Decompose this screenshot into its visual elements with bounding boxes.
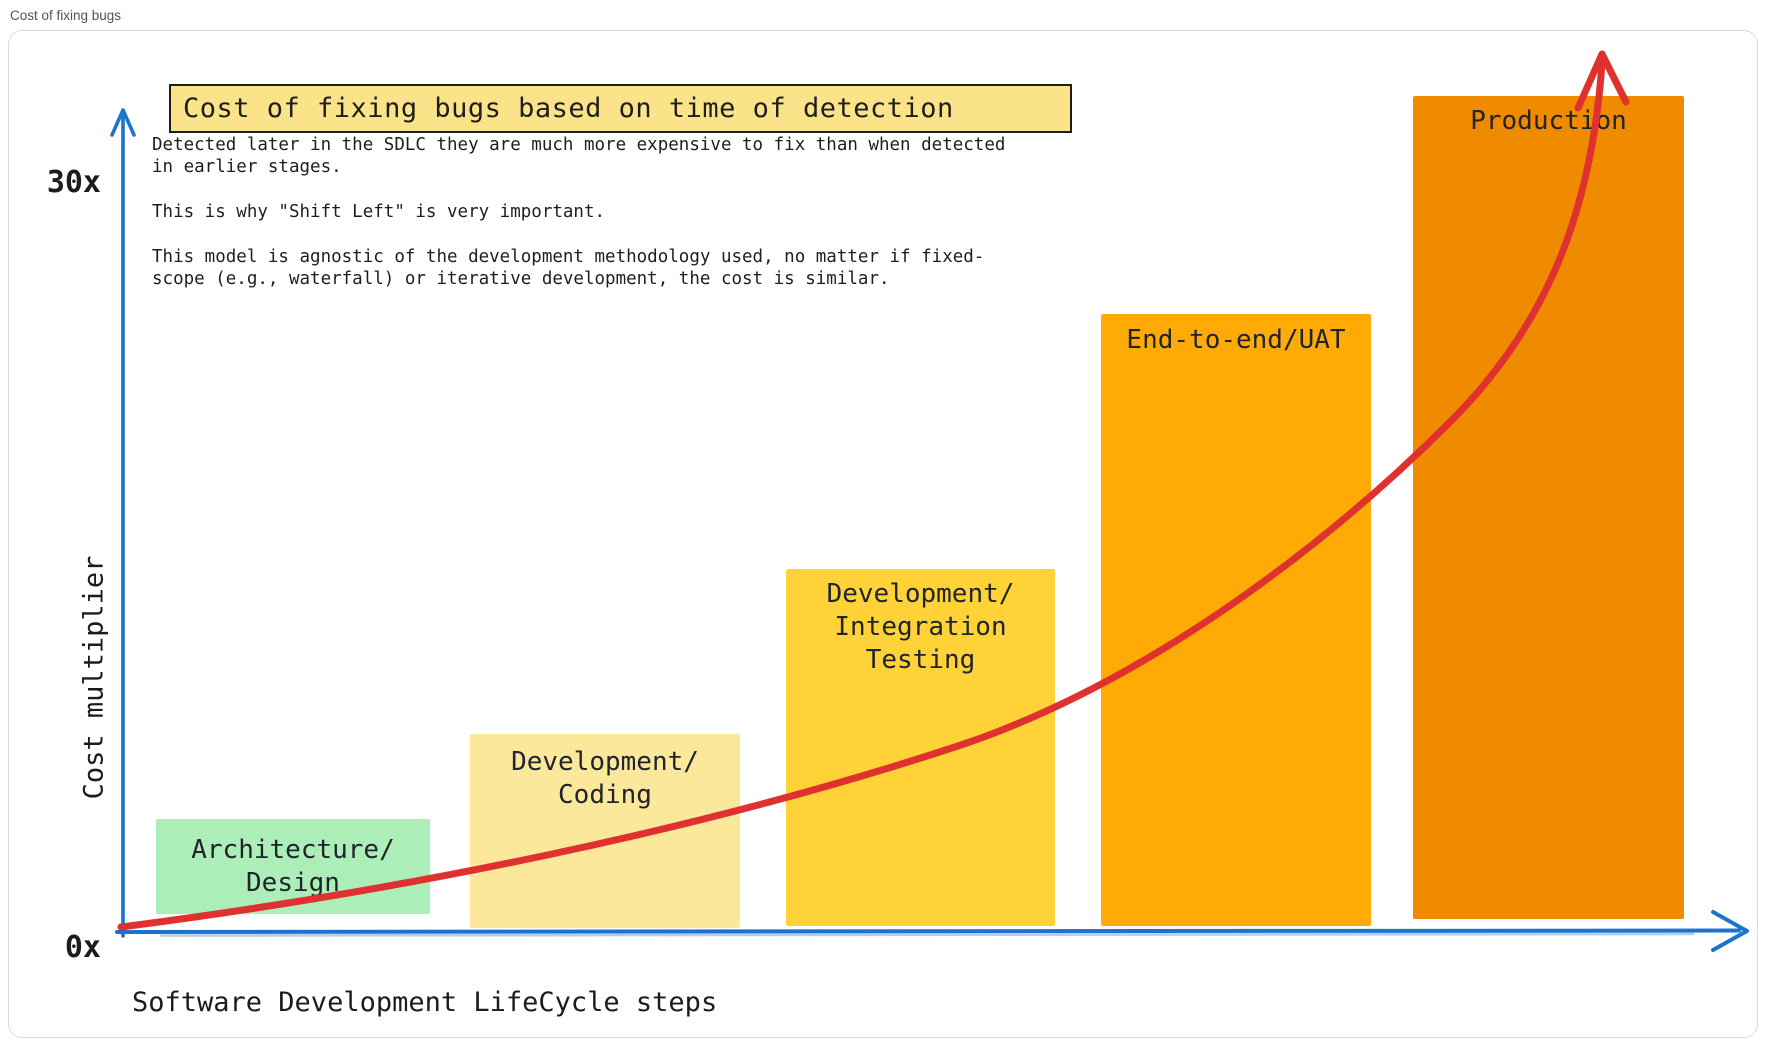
bar-architecture-design: Architecture/ Design (156, 819, 430, 914)
page-title: Cost of fixing bugs (10, 8, 122, 23)
bar-label-development-integration-testing: Development/ Integration Testing (826, 579, 1015, 675)
y-axis-title: Cost multiplier (78, 555, 110, 800)
bar-label-production: Production (1470, 106, 1627, 136)
bar-label-architecture-design: Architecture/ Design (191, 835, 395, 898)
bar-production: Production (1413, 96, 1684, 919)
bar-development-coding: Development/ Coding (470, 734, 740, 928)
y-axis-max-label: 30x (46, 165, 101, 200)
bar-label-end-to-end-uat: End-to-end/UAT (1126, 325, 1346, 355)
chart-title: Cost of fixing bugs based on time of det… (169, 84, 1072, 133)
x-axis-title: Software Development LifeCycle steps (132, 987, 718, 1018)
notes-block: Detected later in the SDLC they are much… (152, 134, 1112, 313)
bar-development-integration-testing: Development/ Integration Testing (786, 569, 1055, 926)
bar-end-to-end-uat: End-to-end/UAT (1101, 314, 1371, 926)
note-paragraph: This is why "Shift Left" is very importa… (152, 202, 606, 222)
bar-label-development-coding: Development/ Coding (511, 747, 699, 810)
note-paragraph: Detected later in the SDLC they are much… (152, 135, 1006, 177)
y-axis-min-label: 0x (64, 930, 101, 965)
diagram-canvas: Architecture/ Design Development/ Coding D… (8, 30, 1758, 1038)
note-paragraph: This model is agnostic of the developmen… (152, 247, 985, 289)
